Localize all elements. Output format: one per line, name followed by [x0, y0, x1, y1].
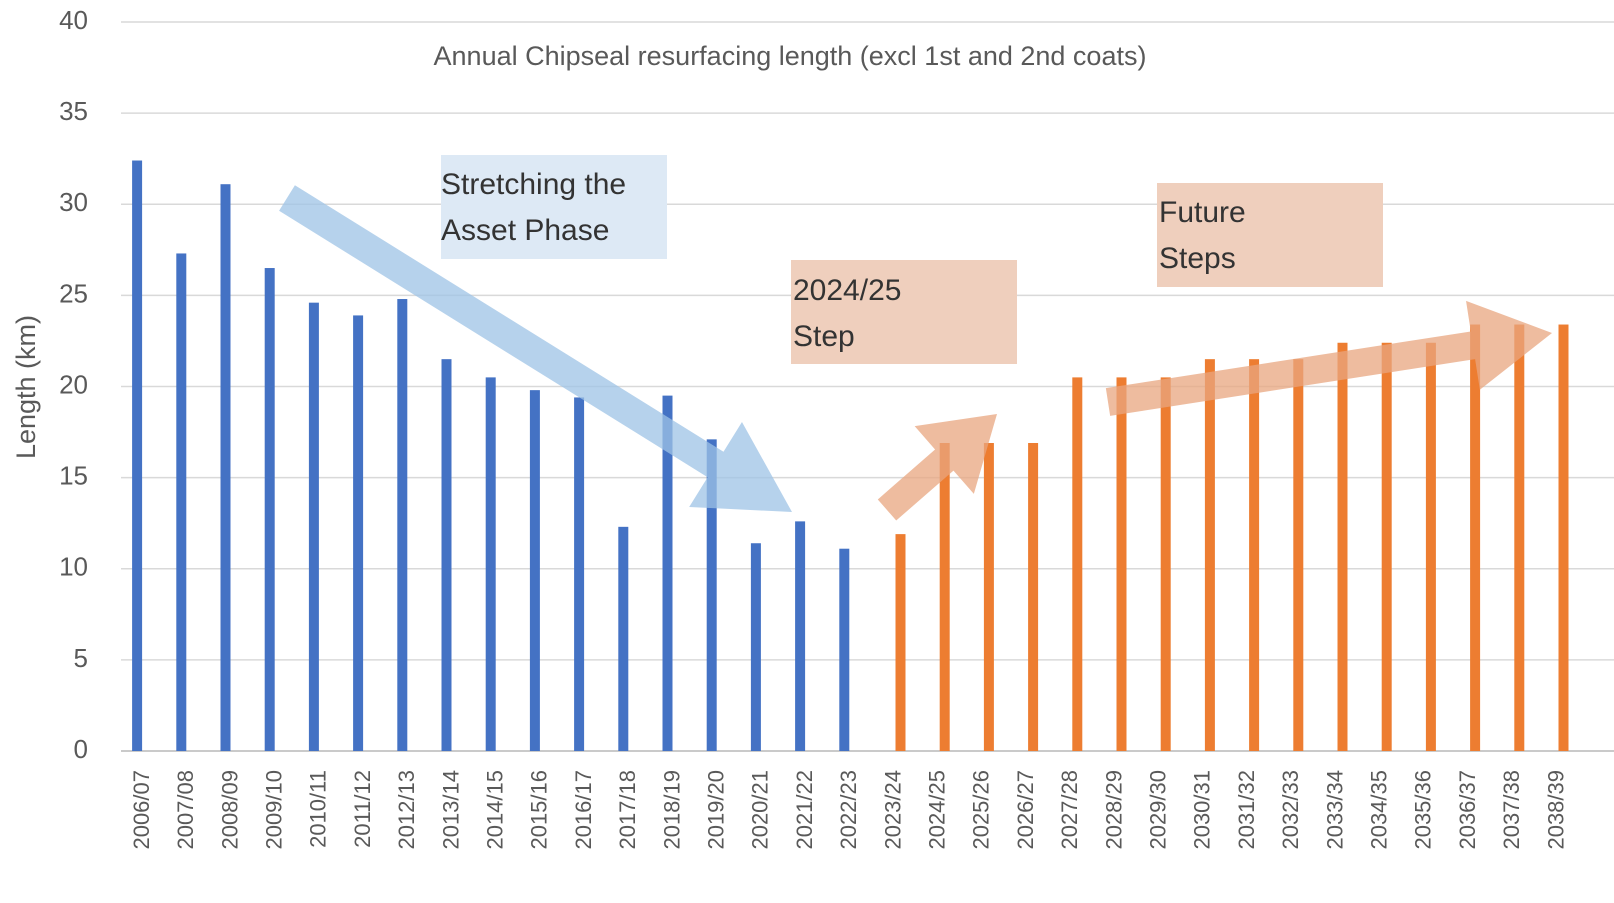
bar	[750, 543, 761, 751]
x-tick-label: 2008/09	[217, 770, 242, 850]
annotation-box	[441, 155, 667, 259]
x-tick-label: 2038/39	[1543, 770, 1568, 850]
arrow	[1105, 300, 1552, 416]
x-tick-label: 2027/28	[1057, 770, 1082, 850]
x-tick-label: 2028/29	[1101, 770, 1126, 850]
x-tick-label: 2034/35	[1367, 770, 1392, 850]
x-tick-label: 2007/08	[173, 770, 198, 850]
bar	[706, 439, 717, 751]
x-tick-label: 2031/32	[1234, 770, 1259, 850]
bar	[1028, 442, 1039, 751]
bar	[1337, 342, 1348, 751]
labels-layer: 0 5 10 15 20 25 30 35 40 2006/07 2007/08 2008/09 200…	[59, 5, 1568, 850]
y-tick-label: 25	[59, 278, 88, 308]
bar	[895, 534, 906, 751]
annotation: 2024/25 Step	[793, 274, 902, 353]
bar	[839, 548, 850, 751]
bar	[1514, 324, 1525, 751]
bar	[1072, 377, 1083, 751]
annotation: Stretching the Asset Phase	[441, 168, 627, 247]
x-tick-label: 2033/34	[1322, 770, 1347, 850]
bar	[983, 442, 994, 751]
x-tick-label: 2021/22	[792, 770, 817, 850]
bar	[1160, 377, 1171, 751]
bar	[308, 302, 319, 751]
x-tick-label: 2016/17	[571, 770, 596, 850]
x-tick-label: 2020/21	[748, 770, 773, 850]
arrows-layer	[279, 185, 1552, 521]
y-tick-label: 20	[59, 369, 88, 399]
x-tick-label: 2013/14	[438, 770, 463, 850]
chart-title: Annual Chipseal resurfacing length (excl…	[434, 41, 1147, 71]
arrow	[279, 185, 793, 512]
bar	[264, 268, 275, 751]
annotation: Future Steps	[1159, 196, 1246, 275]
x-tick-label: 2035/36	[1411, 770, 1436, 850]
x-tick-label: 2037/38	[1499, 770, 1524, 850]
y-tick-label: 0	[74, 734, 88, 764]
bar	[397, 299, 408, 751]
x-tick-label: 2025/26	[969, 770, 994, 850]
y-tick-label: 35	[59, 96, 88, 126]
x-tick-label: 2019/20	[704, 770, 729, 850]
x-tick-label: 2011/12	[350, 770, 375, 848]
x-tick-label: 2018/19	[659, 770, 684, 850]
x-tick-label: 2030/31	[1190, 770, 1215, 850]
x-tick-label: 2012/13	[394, 770, 419, 850]
bar	[939, 442, 950, 751]
x-tick-label: 2023/24	[880, 770, 905, 850]
bar	[441, 359, 452, 751]
bar	[1425, 342, 1436, 751]
y-tick-label: 40	[59, 5, 88, 35]
y-tick-label: 5	[74, 643, 88, 673]
x-tick-label: 2026/27	[1013, 770, 1038, 850]
y-axis-title: Length (km)	[11, 315, 41, 459]
x-tick-label: 2010/11	[306, 770, 331, 848]
bar	[353, 315, 364, 751]
x-tick-label: 2006/07	[129, 770, 154, 850]
boxes-layer	[441, 155, 1383, 364]
bars-layer	[132, 160, 1569, 751]
arrow	[877, 414, 997, 521]
bar	[1558, 324, 1569, 751]
x-tick-label: 2032/33	[1278, 770, 1303, 850]
bar	[1249, 359, 1260, 751]
x-tick-label: 2024/25	[925, 770, 950, 850]
bar	[1381, 342, 1392, 751]
annotation-box	[791, 260, 1017, 364]
bar	[1116, 377, 1127, 751]
bar	[1293, 359, 1304, 751]
x-tick-label: 2036/37	[1455, 770, 1480, 850]
annotation-box	[1157, 183, 1383, 287]
x-tick-label: 2029/30	[1146, 770, 1171, 850]
bar	[132, 160, 143, 751]
bar	[662, 395, 673, 751]
x-tick-label: 2022/23	[836, 770, 861, 850]
bar	[220, 184, 231, 751]
bar	[618, 526, 629, 751]
x-tick-label: 2015/16	[527, 770, 552, 850]
y-tick-label: 30	[59, 187, 88, 217]
y-tick-label: 10	[59, 552, 88, 582]
x-tick-label: 2009/10	[262, 770, 287, 850]
bar	[485, 377, 496, 751]
bar	[574, 397, 585, 751]
x-tick-label: 2017/18	[615, 770, 640, 850]
bar	[1204, 359, 1215, 751]
bar	[795, 521, 806, 751]
bar	[529, 390, 540, 751]
bar	[176, 253, 187, 751]
bar	[1470, 324, 1481, 751]
x-tick-label: 2014/15	[483, 770, 508, 850]
y-tick-label: 15	[59, 461, 88, 491]
